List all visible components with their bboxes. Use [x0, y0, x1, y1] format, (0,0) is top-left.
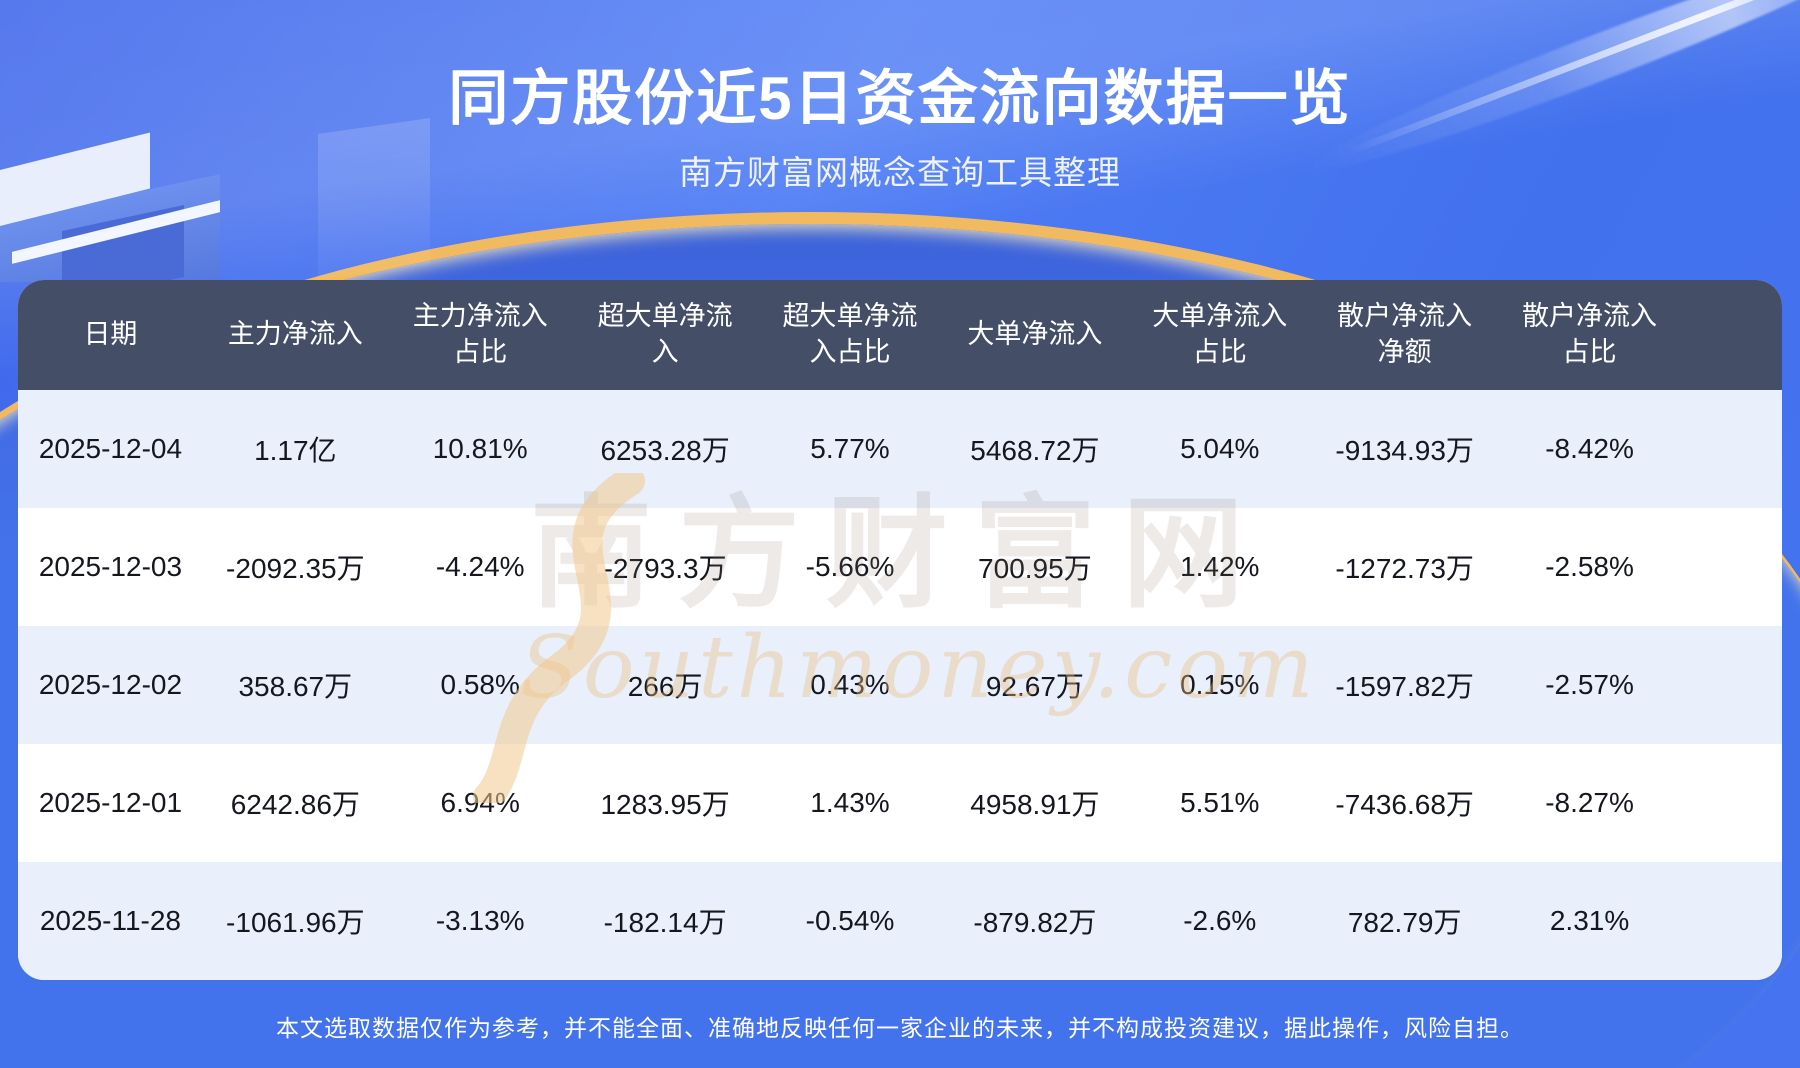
table-cell: -8.42% — [1545, 433, 1634, 464]
table-cell: 1.43% — [810, 787, 890, 818]
table-cell: -0.54% — [805, 905, 895, 936]
table-cell: 5.04% — [1180, 433, 1260, 464]
column-header: 日期 — [83, 319, 138, 350]
table-cell: -182.14万 — [603, 907, 727, 938]
table-cell: 2025-12-01 — [38, 787, 183, 818]
table-cell: 0.58% — [440, 669, 520, 700]
table-cell: -4.24% — [435, 551, 525, 582]
table-row: 2025-12-02 358.67万 0.58% 266万 0.43% 92.67万 0.1… — [18, 626, 1782, 744]
column-header: 超大单净流入 — [597, 301, 733, 367]
disclaimer-text: 本文选取数据仅作为参考，并不能全面、准确地反映任何一家企业的未来，并不构成投资建… — [276, 1015, 1524, 1041]
column-header: 散户净流入占比 — [1522, 301, 1658, 367]
table-cell: 5.77% — [810, 433, 890, 464]
table-cell: -5.66% — [805, 551, 895, 582]
table-cell: -9134.93万 — [1335, 435, 1474, 466]
table-cell: 92.67万 — [985, 671, 1084, 702]
fund-flow-table: 日期 主力净流入 主力净流入占比 超大单净流入 超大单净流入占比 大单净流入 大单净流入占比… — [18, 280, 1782, 980]
table-cell: 358.67万 — [238, 671, 353, 702]
column-header: 超大单净流入占比 — [782, 301, 918, 367]
table-cell: 1283.95万 — [600, 789, 730, 820]
column-header: 大单净流入 — [967, 319, 1103, 350]
table-cell: 782.79万 — [1347, 907, 1462, 938]
table-cell: -879.82万 — [973, 907, 1097, 938]
table-cell: 5.51% — [1180, 787, 1260, 818]
table-cell: 6.94% — [440, 787, 520, 818]
ghost-panel — [318, 118, 430, 280]
table-cell: 2025-12-04 — [38, 433, 183, 464]
table-cell: -2.58% — [1545, 551, 1634, 582]
table-cell: 10.81% — [432, 433, 528, 464]
page-title: 同方股份近5日资金流向数据一览 — [448, 65, 1352, 132]
table-cell: 2025-12-02 — [38, 669, 183, 700]
table-cell: 700.95万 — [978, 553, 1092, 584]
table-body: 2025-12-04 1.17亿 10.81% 6253.28万 5.77% 5468.7… — [18, 390, 1782, 980]
table-cell: 2025-11-28 — [39, 905, 182, 936]
page-subtitle: 南方财富网概念查询工具整理 — [679, 154, 1121, 191]
table-cell: 2025-12-03 — [38, 551, 183, 582]
table-cell: 4958.91万 — [970, 789, 1100, 820]
table-cell: -7436.68万 — [1335, 789, 1474, 820]
column-header: 大单净流入占比 — [1152, 301, 1288, 367]
table-cell: 1.42% — [1180, 551, 1260, 582]
column-header: 散户净流入净额 — [1337, 301, 1473, 367]
column-header: 主力净流入占比 — [412, 301, 548, 367]
table-cell: 6253.28万 — [600, 435, 730, 466]
table-cell: 5468.72万 — [970, 435, 1100, 466]
table-row: 2025-12-01 6242.86万 6.94% 1283.95万 1.43% 4958… — [18, 744, 1782, 862]
table-cell: -1597.82万 — [1335, 671, 1474, 702]
table-cell: -2793.3万 — [603, 553, 727, 584]
table-cell: 0.15% — [1180, 669, 1260, 700]
table-cell: 2.31% — [1549, 905, 1630, 936]
table-row: 2025-11-28 -1061.96万 -3.13% -182.14万 -0.54% -… — [18, 862, 1782, 980]
table-cell: -1272.73万 — [1335, 553, 1474, 584]
table-cell: 266万 — [627, 671, 703, 702]
decorative-isometric-shapes — [0, 118, 220, 282]
table-cell: 6242.86万 — [230, 789, 360, 820]
table-cell: -1061.96万 — [226, 907, 365, 938]
column-header: 主力净流入 — [227, 319, 363, 350]
table-cell: 1.17亿 — [254, 435, 337, 466]
table-row: 2025-12-03 -2092.35万 -4.24% -2793.3万 -5.66% 7… — [18, 508, 1782, 626]
table-row: 2025-12-04 1.17亿 10.81% 6253.28万 5.77% 5468.7… — [18, 390, 1782, 508]
table-cell: -2.57% — [1545, 669, 1634, 700]
table-cell: -2.6% — [1183, 905, 1257, 936]
table-cell: -3.13% — [435, 905, 525, 936]
table-cell: -2092.35万 — [226, 553, 365, 584]
table-cell: -8.27% — [1545, 787, 1634, 818]
table-cell: 0.43% — [810, 669, 890, 700]
table-header-row: 日期 主力净流入 主力净流入占比 超大单净流入 超大单净流入占比 大单净流入 大单净流入占比… — [18, 280, 1782, 390]
